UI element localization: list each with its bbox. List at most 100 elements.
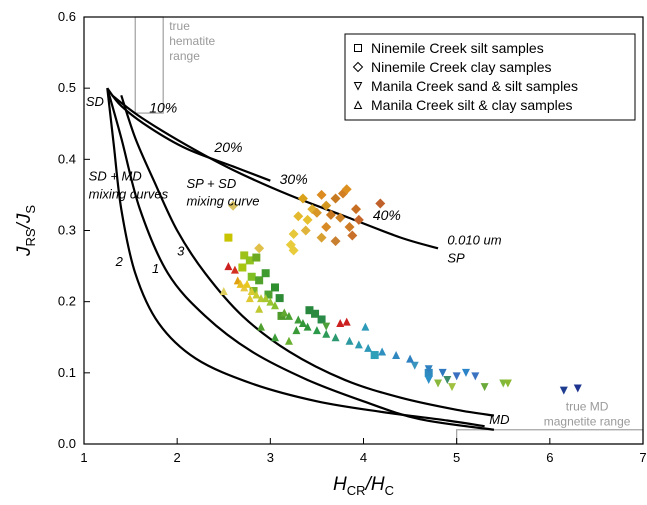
y-tick-label: 0.4 xyxy=(58,151,76,166)
x-axis-title: HCR/HC xyxy=(333,474,394,498)
curve-annotation: mixing curve xyxy=(186,194,259,209)
x-tick-label: 6 xyxy=(546,450,553,465)
data-point-triangle-up xyxy=(345,336,354,345)
curve-annotation: 1 xyxy=(152,261,159,276)
x-title-sub2: C xyxy=(385,483,394,498)
md-magnetite-range-label: true MD xyxy=(566,400,609,414)
mixing-curves xyxy=(106,87,495,431)
data-point-triangle-up xyxy=(354,340,363,349)
curve-annotation: 20% xyxy=(213,139,242,155)
data-point-square xyxy=(252,253,261,262)
y-tick-label: 0.2 xyxy=(58,294,76,309)
data-point-triangle-down xyxy=(434,379,443,388)
y-tick-label: 0.0 xyxy=(58,436,76,451)
data-point-triangle-up xyxy=(280,308,289,317)
data-point-triangle-up xyxy=(224,262,233,271)
x-tick-label: 7 xyxy=(639,450,646,465)
y-axis-ticks: 0.0 0.1 0.2 0.3 0.4 0.5 0.6 xyxy=(58,9,90,451)
data-point-triangle-down xyxy=(438,368,447,377)
curve-annotation: SP + SD xyxy=(186,176,236,191)
data-point-triangle-up xyxy=(270,333,279,342)
data-point-triangle-up xyxy=(312,326,321,335)
data-point-diamond xyxy=(293,211,304,222)
curve-annotation: 3 xyxy=(177,243,185,258)
data-point-triangle-up xyxy=(230,265,239,274)
data-point-triangle-up xyxy=(261,294,270,303)
curve-annotation: 0.010 um xyxy=(447,233,501,248)
data-point-diamond xyxy=(330,193,341,204)
data-point-triangle-down xyxy=(559,386,568,395)
curve-annotation: mixing curves xyxy=(89,186,169,201)
curve-annotation: 2 xyxy=(115,254,124,269)
data-point-square xyxy=(238,263,247,272)
x-title-main: H xyxy=(333,474,347,495)
curve-annotation: 40% xyxy=(373,207,401,223)
data-point-triangle-down xyxy=(573,384,582,393)
data-point-triangle-down xyxy=(471,372,480,381)
data-point-square xyxy=(275,294,284,303)
data-point-square xyxy=(247,272,256,281)
data-point-triangle-up xyxy=(392,351,401,360)
data-point-square xyxy=(240,251,249,260)
legend-entry-label: Manila Creek sand & silt samples xyxy=(371,78,578,94)
data-point-triangle-up xyxy=(266,297,275,306)
data-point-triangle-down xyxy=(322,322,331,331)
x-tick-label: 3 xyxy=(267,450,274,465)
data-point-triangle-up xyxy=(257,322,266,331)
data-point-triangle-down xyxy=(424,365,433,374)
data-point-diamond xyxy=(228,200,239,211)
data-point-triangle-up xyxy=(243,279,252,288)
data-point-triangle-up xyxy=(247,286,256,295)
x-tick-label: 2 xyxy=(174,450,181,465)
data-point-triangle-up xyxy=(252,290,261,299)
data-point-square xyxy=(305,306,314,315)
legend-marker-diamond xyxy=(352,61,364,73)
data-point-triangle-up xyxy=(236,279,245,288)
data-point-triangle-up xyxy=(270,301,279,310)
data-point-diamond xyxy=(321,200,332,211)
data-point-square xyxy=(224,233,233,242)
data-point-diamond xyxy=(300,225,311,236)
x-tick-label: 4 xyxy=(360,450,367,465)
data-point-triangle-up xyxy=(322,329,331,338)
legend-marker-square xyxy=(354,44,362,52)
data-point-triangle-down xyxy=(461,368,470,377)
data-point-diamond xyxy=(316,189,327,200)
data-point-triangle-up xyxy=(245,294,254,303)
data-points xyxy=(219,184,582,395)
data-point-diamond xyxy=(341,184,352,195)
x-axis-ticks: 1 2 3 4 5 6 7 xyxy=(80,438,647,465)
y-tick-label: 0.3 xyxy=(58,223,76,238)
y-axis-title: JRS/JS xyxy=(14,205,38,257)
data-point-diamond xyxy=(344,221,355,232)
data-point-diamond xyxy=(330,236,341,247)
data-point-diamond xyxy=(351,204,362,215)
data-point-diamond xyxy=(311,207,322,218)
data-point-diamond xyxy=(347,230,358,241)
y-tick-label: 0.5 xyxy=(58,80,76,95)
curve-annotation: SD + MD xyxy=(89,169,142,184)
annotations: SD 10% 20% 30% 40% SD + MD mixing curves SP + S… xyxy=(86,94,510,427)
hematite-range-label: true xyxy=(169,19,190,33)
axes: 1 2 3 4 5 6 7 0.0 0.1 0.2 0.3 0.4 0.5 0.6 HCR/HC JRS… xyxy=(14,9,647,498)
x-title-slash: /H xyxy=(364,474,385,495)
data-point-triangle-up xyxy=(294,315,303,324)
data-point-triangle-up xyxy=(331,333,340,342)
data-point-triangle-up xyxy=(298,319,307,328)
data-point-diamond xyxy=(297,193,308,204)
y-title-sub2: S xyxy=(23,205,38,214)
data-point-triangle-up xyxy=(364,343,373,352)
y-title-sub1: RS xyxy=(23,228,38,246)
legend-entry-label: Manila Creek silt & clay samples xyxy=(371,97,573,113)
x-tick-label: 5 xyxy=(453,450,460,465)
curve-annotation: SD xyxy=(86,94,104,109)
data-point-diamond xyxy=(254,243,265,254)
data-point-diamond xyxy=(321,221,332,232)
data-point-square xyxy=(317,315,326,324)
mixing-curve-line xyxy=(120,94,495,417)
data-point-diamond xyxy=(375,198,386,209)
data-point-diamond xyxy=(288,245,299,256)
hematite-range-label: hematite xyxy=(169,34,215,48)
